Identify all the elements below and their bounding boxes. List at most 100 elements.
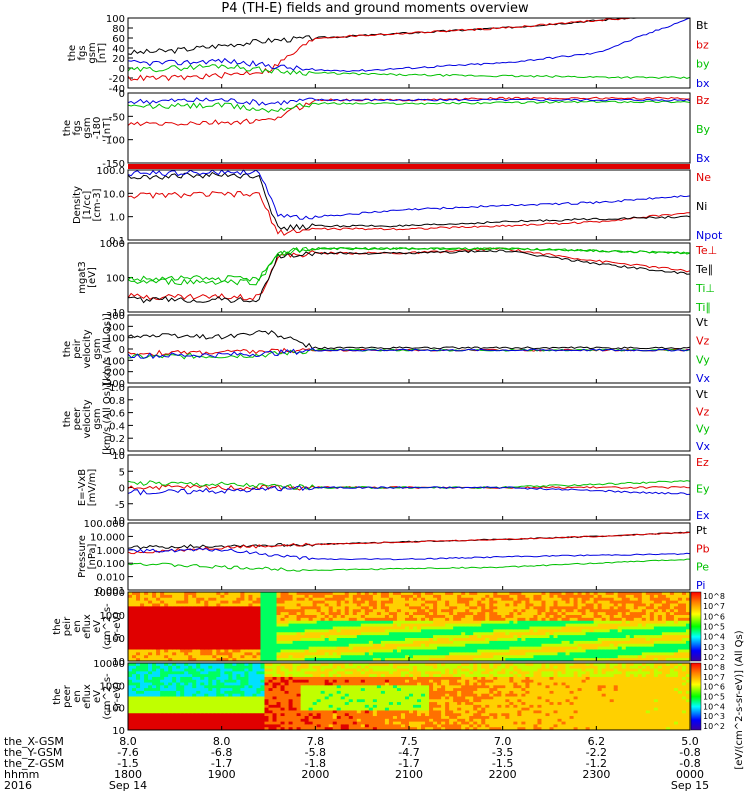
spectrogram-cell — [525, 592, 530, 596]
spectrogram-cell — [220, 693, 225, 697]
spectrogram-cell — [360, 600, 366, 604]
spectrogram-cell — [300, 679, 306, 684]
spectrogram-cell — [661, 609, 667, 613]
spectrogram-cell — [200, 721, 205, 725]
spectrogram-cell — [368, 629, 374, 633]
spectrogram-cell — [561, 606, 567, 610]
spectrogram-cell — [653, 620, 659, 625]
spectrogram-cell — [513, 629, 518, 633]
spectrogram-cell — [256, 693, 261, 697]
spectrogram-cell — [252, 682, 257, 686]
spectrogram-cell — [629, 643, 635, 648]
spectrogram-cell — [489, 643, 494, 648]
spectrogram-cell — [252, 626, 257, 630]
spectrogram-cell — [132, 665, 137, 670]
spectrogram-cell — [545, 652, 550, 656]
spectrogram-cell — [324, 718, 330, 723]
spectrogram-cell — [380, 615, 386, 619]
spectrogram-cell — [509, 617, 514, 622]
spectrogram-cell — [473, 612, 478, 616]
spectrogram-cell — [489, 626, 494, 630]
spectrogram-cell — [404, 638, 410, 642]
spectrogram-cell — [332, 600, 338, 604]
spectrogram-cell — [140, 617, 145, 622]
spectrogram-cell — [625, 603, 631, 607]
spectrogram-cell — [132, 696, 137, 700]
spectrogram-cell — [388, 638, 394, 642]
spectrogram-cell — [437, 623, 442, 627]
spectrogram-cell — [128, 640, 133, 645]
spectrogram-cell — [212, 693, 217, 697]
spectrogram-cell — [272, 702, 278, 706]
spectrogram-cell — [172, 727, 177, 731]
spectrogram-cell — [625, 592, 631, 596]
spectrogram-cell — [128, 623, 133, 627]
spectrogram-cell — [661, 594, 667, 599]
spectrogram-cell — [340, 718, 346, 723]
spectrogram-cell — [288, 690, 294, 695]
spectrogram-cell — [196, 612, 201, 616]
spectrogram-cell — [144, 693, 149, 697]
spectrogram-cell — [160, 649, 165, 653]
legend-bx: bx — [696, 77, 710, 90]
spectrogram-cell — [328, 594, 334, 599]
spectrogram-cell — [136, 609, 141, 613]
spectrogram-cell — [344, 592, 350, 596]
spectrogram-cell — [236, 685, 241, 689]
spectrogram-cell — [184, 668, 189, 672]
spectrogram-cell — [316, 640, 322, 645]
spectrogram-cell — [577, 640, 583, 645]
spectrogram-cell — [561, 612, 567, 616]
spectrogram-cell — [421, 635, 426, 639]
spectrogram-cell — [372, 638, 378, 642]
spectrogram-cell — [260, 668, 265, 672]
legend-Vt: Vt — [696, 388, 709, 401]
spectrogram-cell — [212, 594, 217, 599]
spectrogram-cell — [569, 606, 575, 610]
spectrogram-cell — [296, 600, 302, 604]
spectrogram-cell — [148, 674, 153, 678]
spectrogram-cell — [461, 652, 466, 656]
spectrogram-cell — [557, 638, 563, 642]
spectrogram-cell — [248, 652, 253, 656]
spectrogram-cell — [172, 635, 177, 639]
spectrogram-cell — [196, 727, 201, 731]
spectrogram-cell — [352, 620, 358, 625]
spectrogram-cell — [248, 668, 253, 672]
spectrogram-cell — [653, 632, 659, 636]
spectrogram-cell — [477, 600, 482, 604]
spectrogram-cell — [677, 606, 683, 610]
spectrogram-cell — [533, 594, 538, 599]
spectrogram-cell — [232, 676, 237, 681]
y-tick-label: 100 — [106, 634, 125, 645]
spectrogram-cell — [449, 623, 454, 627]
panel-peir-vel: 3002001000-100-200-300thepeirvelocitygsm… — [62, 311, 711, 390]
spectrogram-cell — [577, 646, 583, 650]
spectrogram-cell — [164, 609, 169, 613]
spectrogram-cell — [160, 594, 165, 599]
spectrogram-cell — [376, 620, 382, 625]
spectrogram-cell — [384, 606, 390, 610]
spectrogram-cell — [485, 615, 490, 619]
spectrogram-cell — [220, 710, 225, 714]
spectrogram-cell — [268, 597, 274, 602]
spectrogram-cell — [404, 649, 410, 653]
spectrogram-cell — [545, 638, 550, 642]
spectrogram-cell — [469, 632, 474, 636]
spectrogram-cell — [509, 655, 514, 659]
spectrogram-cell — [368, 623, 374, 627]
spectrogram-cell — [296, 592, 302, 596]
spectrogram-cell — [404, 617, 410, 622]
spectrogram-cell — [248, 594, 253, 599]
spectrogram-cell — [368, 646, 374, 650]
spectrogram-cell — [260, 635, 265, 639]
spectrogram-cell — [565, 655, 571, 659]
spectrogram-cell — [240, 671, 245, 675]
spectrogram-cell — [280, 606, 286, 610]
spectrogram-cell — [256, 629, 261, 633]
spectrogram-cell — [288, 600, 294, 604]
spectrogram-cell — [388, 626, 394, 630]
spectrogram-cell — [364, 600, 370, 604]
spectrogram-cell — [553, 615, 559, 619]
spectrogram-cell — [553, 609, 559, 613]
